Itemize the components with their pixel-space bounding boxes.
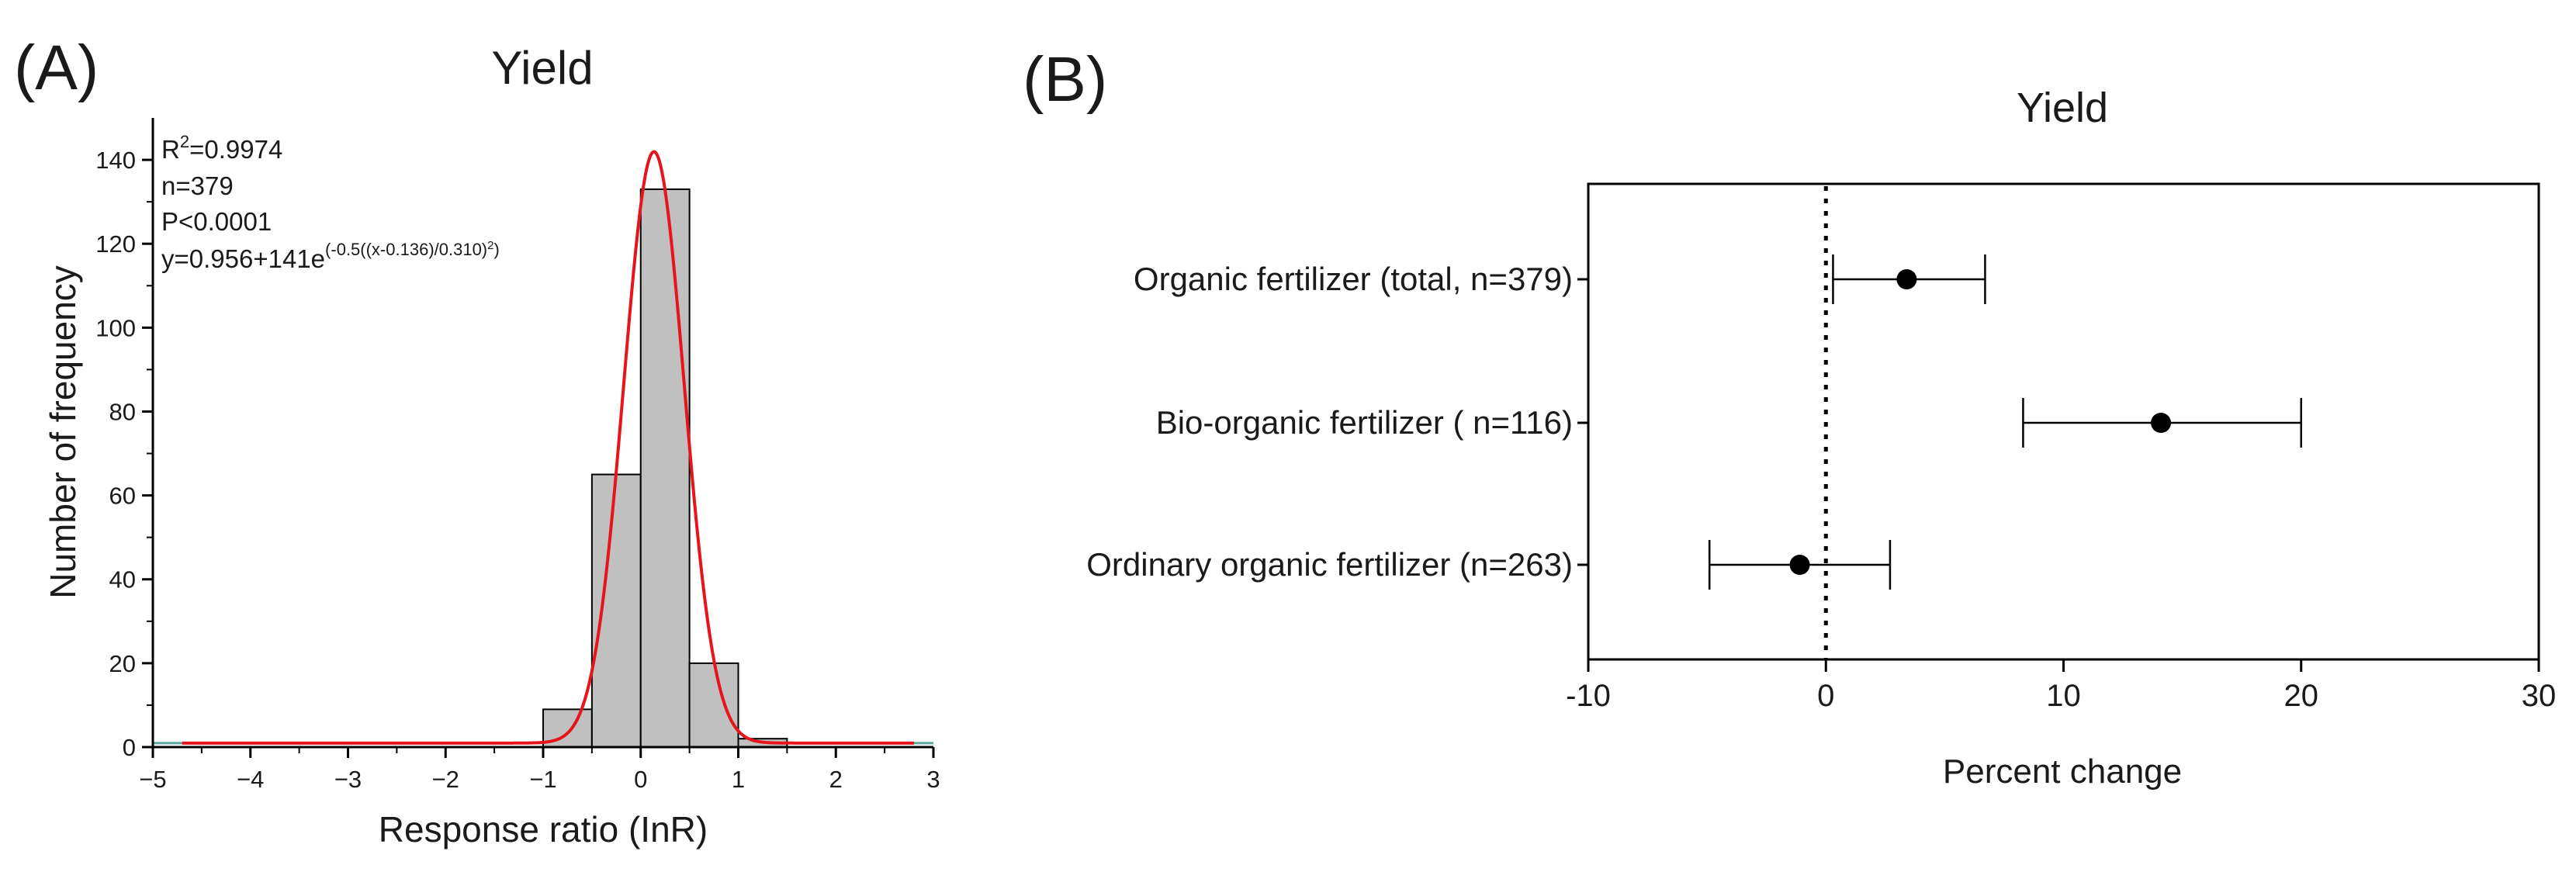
x-tick-label: 2 bbox=[829, 766, 843, 793]
x-tick-label: 30 bbox=[2522, 679, 2557, 713]
gaussian-fit-curve bbox=[182, 150, 914, 745]
panel-b-title: Yield bbox=[2017, 85, 2108, 131]
category-label: Ordinary organic fertilizer (n=263) bbox=[1086, 546, 1573, 583]
x-tick-label: 0 bbox=[634, 766, 647, 793]
y-tick-label: 80 bbox=[109, 398, 136, 425]
x-tick-label: 1 bbox=[732, 766, 745, 793]
panel-b-rows: Organic fertilizer (total, n=379) Bio-org… bbox=[1086, 254, 2302, 590]
panel-a-x-ticks: −5 −4 −3 −2 −1 0 1 2 3 bbox=[139, 747, 940, 793]
y-tick-label: 140 bbox=[95, 147, 136, 174]
x-tick-label: 0 bbox=[1817, 679, 1834, 713]
forest-row: Organic fertilizer (total, n=379) bbox=[1134, 254, 1986, 304]
x-tick-label: −5 bbox=[139, 766, 166, 793]
panel-b-plot-frame bbox=[1587, 182, 2540, 661]
mean-point bbox=[1896, 269, 1917, 289]
histogram-bars bbox=[542, 188, 788, 749]
y-tick-label: 20 bbox=[109, 650, 136, 677]
panel-b-x-ticks: -10 0 10 20 30 bbox=[1566, 659, 2556, 713]
panel-a-x-axis-label: Response ratio (InR) bbox=[379, 809, 708, 850]
y-tick-label: 0 bbox=[123, 734, 136, 761]
x-tick-label: −1 bbox=[529, 766, 556, 793]
histogram-bar bbox=[688, 662, 739, 748]
forest-row: Ordinary organic fertilizer (n=263) bbox=[1086, 540, 1892, 590]
histogram-bar bbox=[639, 188, 691, 748]
x-tick-label: 10 bbox=[2046, 679, 2081, 713]
x-tick-label: −3 bbox=[334, 766, 362, 793]
category-label: Bio-organic fertilizer ( n=116) bbox=[1156, 404, 1573, 441]
x-tick-label: 20 bbox=[2284, 679, 2319, 713]
panel-b-label: (B) bbox=[1023, 44, 1107, 115]
fit-equation-text: y=0.956+141e(-0.5((x-0.136)/0.310)2) bbox=[161, 239, 500, 273]
sample-size-text: n=379 bbox=[161, 171, 234, 200]
p-value-text: P<0.0001 bbox=[161, 207, 272, 236]
mean-point bbox=[1789, 555, 1810, 575]
x-tick-label: 3 bbox=[926, 766, 940, 793]
y-tick-label: 120 bbox=[95, 230, 136, 258]
x-tick-label: −4 bbox=[237, 766, 264, 793]
mean-point bbox=[2151, 413, 2172, 433]
x-tick-label: −2 bbox=[432, 766, 459, 793]
x-tick-label: -10 bbox=[1566, 679, 1611, 713]
y-tick-label: 100 bbox=[95, 314, 136, 341]
y-tick-label: 40 bbox=[109, 566, 136, 593]
panel-b-x-axis-label: Percent change bbox=[1943, 753, 2182, 791]
panel-a-histogram: (A) Yield −5 −4 −3 −2 −1 0 1 2 3 0 20 40 60 80 100 120… bbox=[14, 33, 940, 850]
fit-statistics: R2=0.9974 n=379 P<0.0001 y=0.956+141e(-0… bbox=[161, 132, 500, 273]
forest-row: Bio-organic fertilizer ( n=116) bbox=[1156, 398, 2302, 448]
panel-a-label: (A) bbox=[14, 33, 99, 103]
panel-a-y-axis-label: Number of frequency bbox=[43, 265, 83, 599]
panel-a-y-ticks: 0 20 40 60 80 100 120 140 bbox=[95, 147, 153, 761]
r-squared-text: R2=0.9974 bbox=[161, 132, 282, 164]
panel-b-forest-plot: (B) Yield -10 0 10 20 30 Organic fertilizer … bbox=[1023, 44, 2556, 791]
y-tick-label: 60 bbox=[109, 483, 136, 510]
panel-a-title: Yield bbox=[491, 42, 593, 94]
histogram-bar bbox=[590, 473, 642, 748]
category-label: Organic fertilizer (total, n=379) bbox=[1134, 261, 1573, 297]
